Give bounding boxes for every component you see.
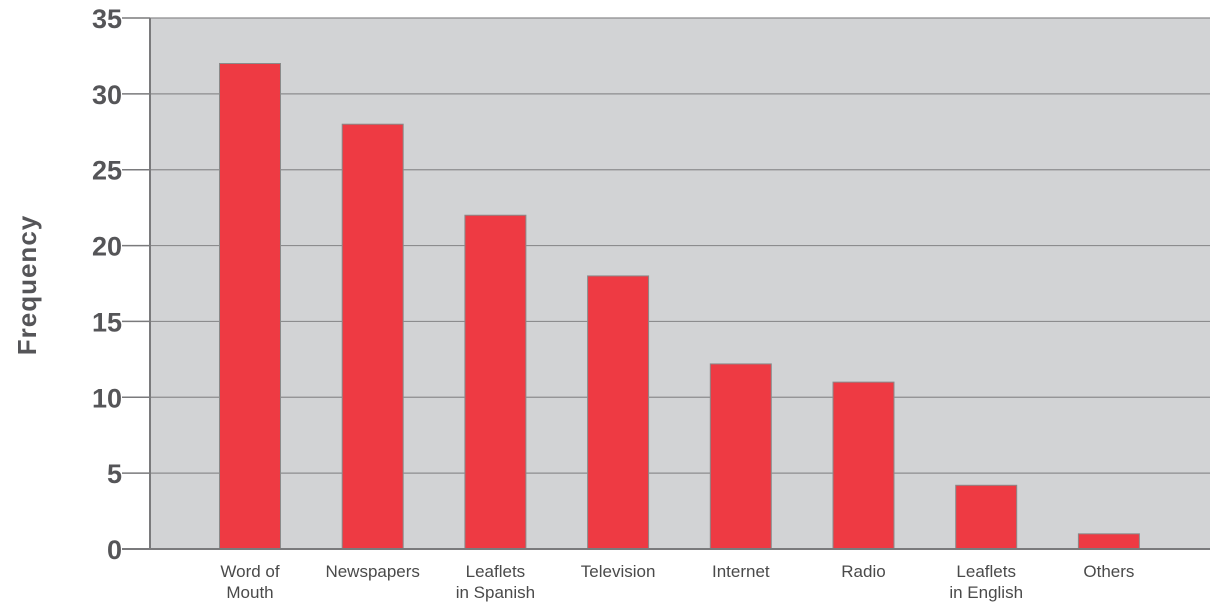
x-tick-labels: Word of Mouth Newspapers Leaflets in Spanish… [220, 562, 1134, 602]
x-tick-label: Leaflets in Spanish [456, 562, 535, 602]
y-axis-label: Frequency [12, 215, 42, 356]
y-tick-label: 15 [92, 307, 122, 337]
x-tick-label: Radio [841, 562, 885, 581]
x-tick-label: Newspapers [325, 562, 420, 581]
y-tick-label: 30 [92, 80, 122, 110]
bar [341, 123, 404, 550]
plot-area [150, 18, 1210, 549]
x-tick-label: Internet [712, 562, 770, 581]
bar [709, 363, 772, 550]
bar [832, 381, 895, 550]
gridlines [122, 17, 1210, 550]
bar [219, 63, 281, 550]
y-tick-label: 35 [92, 4, 122, 34]
x-tick-label: Television [581, 562, 656, 581]
y-tick-label: 25 [92, 156, 122, 186]
axes [122, 18, 1210, 550]
bars [219, 63, 1140, 550]
y-tick-label: 20 [92, 232, 122, 262]
x-tick-label: Word of Mouth [220, 562, 279, 602]
y-tick-label: 10 [92, 383, 122, 413]
y-tick-label: 0 [107, 535, 122, 565]
y-tick-labels: 0 5 10 15 20 25 30 35 [92, 4, 122, 565]
x-tick-label: Others [1083, 562, 1134, 581]
bar [464, 214, 527, 550]
y-tick-label: 5 [107, 459, 122, 489]
bar [587, 275, 650, 550]
bar [955, 484, 1018, 550]
x-tick-label: Leaflets in English [949, 562, 1023, 602]
bar [1077, 533, 1140, 550]
